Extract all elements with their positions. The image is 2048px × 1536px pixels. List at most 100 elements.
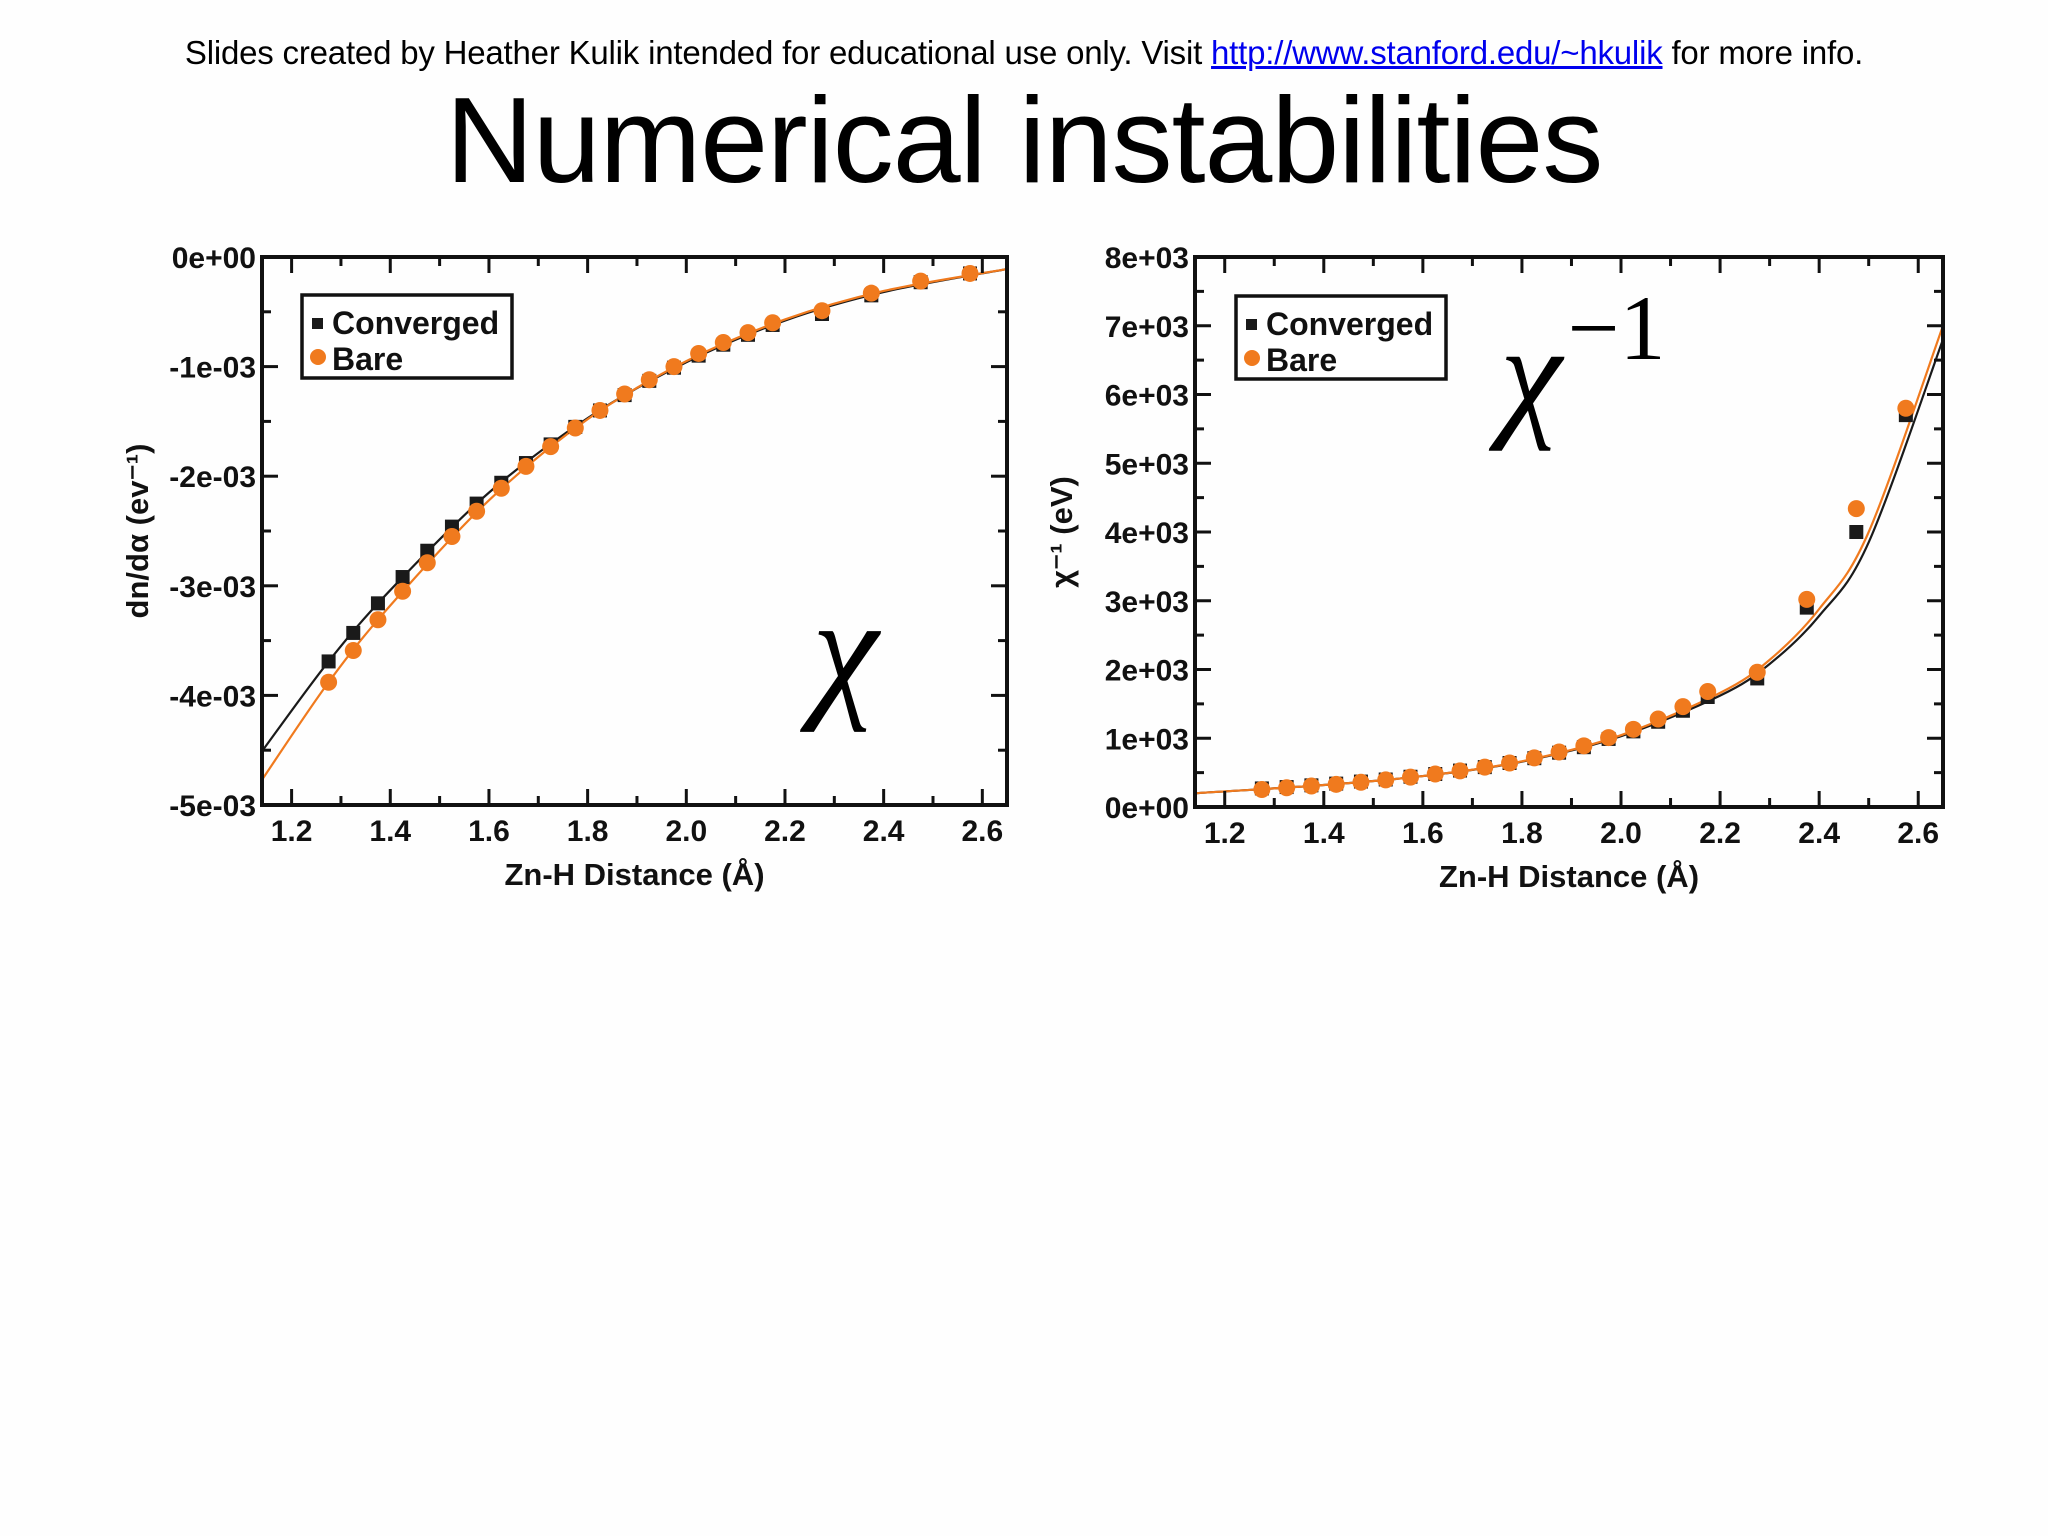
bare-marker (591, 401, 609, 419)
x-tick-label: 1.2 (1204, 817, 1246, 850)
bare-marker (443, 527, 461, 545)
x-tick-label: 1.8 (567, 815, 609, 848)
bare-marker (813, 302, 831, 320)
x-tick-label: 2.4 (1798, 817, 1840, 850)
legend-converged-label: Converged (1266, 306, 1433, 342)
y-tick-label: 7e+03 (1105, 311, 1189, 344)
bare-marker (1550, 743, 1568, 761)
y-tick-label: -3e-03 (169, 571, 256, 604)
credit-prefix: Slides created by Heather Kulik intended… (184, 34, 1212, 71)
converged-marker (1849, 525, 1864, 539)
x-tick-label: 2.2 (764, 815, 806, 848)
y-tick-label: 8e+03 (1105, 242, 1189, 275)
bare-marker (344, 641, 362, 659)
bare-marker (1624, 720, 1642, 738)
bare-marker (862, 284, 880, 302)
y-tick-label: -2e-03 (169, 461, 256, 494)
y-tick-label: 2e+03 (1105, 655, 1189, 688)
y-axis-title: dn/dα (ev⁻¹) (120, 444, 155, 619)
bare-marker (1352, 773, 1370, 791)
y-tick-label: 4e+03 (1105, 517, 1189, 550)
legend-bare-label: Bare (332, 341, 403, 377)
bare-marker (320, 673, 338, 691)
bare-marker (1649, 710, 1667, 728)
legend-circle-icon (310, 349, 326, 365)
bare-marker (1798, 590, 1816, 608)
bare-marker (369, 611, 387, 629)
y-tick-label: -5e-03 (169, 790, 256, 823)
x-tick-label: 2.4 (863, 815, 905, 848)
bare-marker (640, 371, 658, 389)
x-tick-label: 1.6 (468, 815, 510, 848)
bare-marker (1377, 771, 1395, 789)
bare-marker (1501, 754, 1519, 772)
y-tick-label: 1e+03 (1105, 723, 1189, 756)
bare-marker (961, 264, 979, 282)
y-tick-label: 5e+03 (1105, 448, 1189, 481)
bare-marker (468, 502, 486, 520)
bare-marker (1525, 749, 1543, 767)
bare-marker (1575, 737, 1593, 755)
credit-suffix: for more info. (1662, 34, 1864, 71)
annotation-chi-inverse-base: χ (1500, 297, 1562, 452)
slide-title: Numerical instabilities (445, 72, 1604, 208)
bare-marker (1426, 765, 1444, 783)
x-tick-label: 1.4 (369, 815, 411, 848)
bare-marker (1451, 762, 1469, 780)
bare-marker (1847, 500, 1865, 518)
x-tick-label: 1.8 (1501, 817, 1543, 850)
y-tick-label: -1e-03 (169, 352, 256, 385)
y-tick-label: 0e+00 (1105, 792, 1189, 825)
bare-marker (1674, 698, 1692, 716)
legend-circle-icon (1244, 350, 1260, 366)
credit-link[interactable]: http://www.stanford.edu/~hkulik (1211, 34, 1663, 71)
bare-marker (566, 419, 584, 437)
credit-line: Slides created by Heather Kulik intended… (0, 34, 2048, 72)
bare-marker (616, 385, 634, 403)
x-tick-label: 1.4 (1303, 817, 1345, 850)
y-axis-title: χ⁻¹ (eV) (1044, 476, 1079, 588)
bare-marker (1327, 775, 1345, 793)
bare-marker (1302, 777, 1320, 795)
converged-marker (395, 570, 410, 585)
x-tick-label: 2.0 (1600, 817, 1642, 850)
x-tick-label: 2.2 (1699, 817, 1741, 850)
bare-marker (665, 358, 683, 376)
bare-marker (418, 554, 436, 572)
legend-converged-label: Converged (332, 305, 499, 341)
y-tick-label: 3e+03 (1105, 586, 1189, 619)
converged-marker (321, 654, 336, 669)
legend-square-icon (1246, 319, 1257, 330)
converged-marker (420, 543, 435, 558)
x-tick-label: 1.6 (1402, 817, 1444, 850)
x-axis-title: Zn-H Distance (Å) (1439, 859, 1699, 894)
bare-marker (690, 344, 708, 362)
y-tick-label: 6e+03 (1105, 380, 1189, 413)
legend-box (300, 293, 514, 380)
bare-marker (764, 314, 782, 332)
bare-marker (1748, 663, 1766, 681)
y-tick-label: -4e-03 (169, 680, 256, 713)
x-tick-label: 2.6 (961, 815, 1003, 848)
y-tick-label: 0e+00 (172, 242, 256, 275)
converged-marker (346, 625, 361, 640)
legend-box (1234, 294, 1448, 381)
annotation-chi-inverse-exponent: −1 (1567, 277, 1666, 379)
bare-marker (739, 324, 757, 342)
bare-marker (1401, 768, 1419, 786)
legend-bare-label: Bare (1266, 342, 1337, 378)
converged-marker (370, 596, 385, 611)
bare-marker (1253, 780, 1271, 798)
x-tick-label: 1.2 (271, 815, 313, 848)
annotation-chi: χ (812, 567, 878, 733)
bare-marker (1600, 729, 1618, 747)
annotation-chi-inverse: χ−1 (1500, 277, 1665, 460)
bare-marker (394, 582, 412, 600)
bare-marker (1278, 779, 1296, 797)
x-axis-title: Zn-H Distance (Å) (504, 857, 764, 892)
bare-marker (912, 272, 930, 290)
bare-marker (492, 479, 510, 497)
legend-square-icon (312, 318, 323, 329)
